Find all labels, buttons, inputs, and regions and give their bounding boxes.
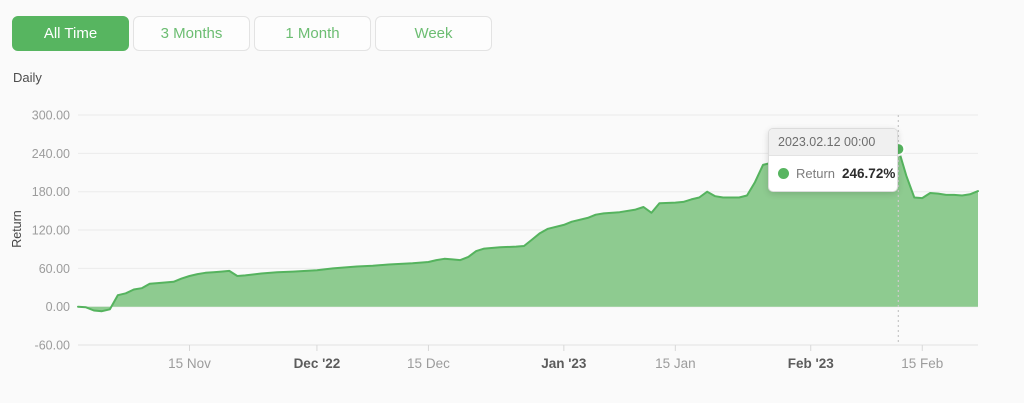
x-tick-label: 15 Jan	[655, 356, 696, 371]
tooltip-body: Return 246.72%	[769, 156, 897, 191]
y-tick-label: -60.00	[35, 339, 70, 353]
x-tick-label: Dec '22	[294, 356, 341, 371]
y-tick-label: 0.00	[46, 300, 70, 314]
return-series-area	[78, 149, 978, 312]
tooltip-value: 246.72%	[842, 166, 896, 181]
y-tick-label: 60.00	[39, 262, 70, 276]
tooltip-date: 2023.02.12 00:00	[769, 129, 897, 156]
series-dot-icon	[778, 168, 789, 179]
time-range-button-week[interactable]: Week	[375, 16, 492, 51]
y-tick-label: 120.00	[32, 224, 70, 238]
x-tick-label: Jan '23	[541, 356, 587, 371]
x-tick-label: 15 Feb	[901, 356, 943, 371]
time-range-button-1-month[interactable]: 1 Month	[254, 16, 371, 51]
time-range-button-3-months[interactable]: 3 Months	[133, 16, 250, 51]
y-tick-label: 240.00	[32, 147, 70, 161]
time-range-toolbar: All Time 3 Months 1 Month Week	[12, 16, 492, 51]
y-tick-label: 300.00	[32, 109, 70, 123]
tooltip-series-label: Return	[796, 166, 836, 181]
y-axis-title: Return	[10, 210, 24, 248]
y-tick-label: 180.00	[32, 185, 70, 199]
chart-tooltip: 2023.02.12 00:00 Return 246.72%	[768, 128, 898, 192]
x-tick-label: 15 Nov	[168, 356, 211, 371]
time-range-button-all-time[interactable]: All Time	[12, 16, 129, 51]
x-tick-label: Feb '23	[788, 356, 834, 371]
x-tick-label: 15 Dec	[407, 356, 450, 371]
frequency-label: Daily	[13, 70, 42, 85]
